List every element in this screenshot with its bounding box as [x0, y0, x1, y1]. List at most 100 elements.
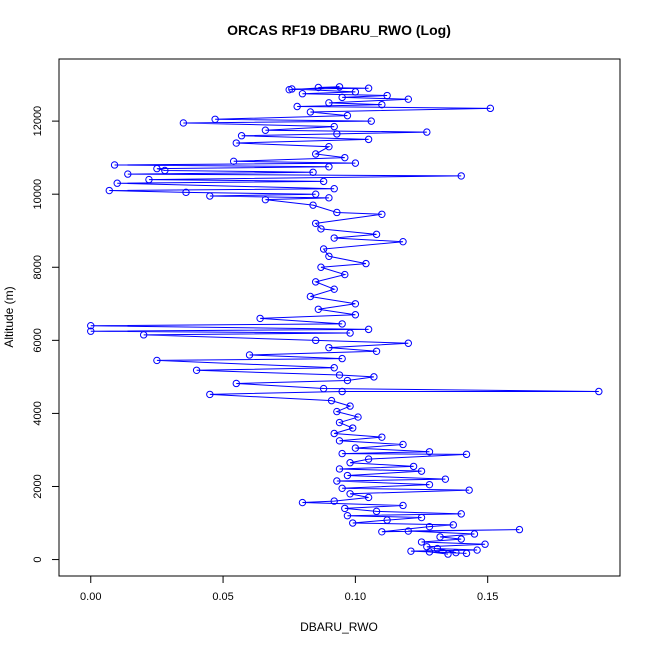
data-point	[349, 519, 357, 527]
x-axis-label: DBARU_RWO	[300, 620, 378, 634]
data-point	[383, 91, 391, 100]
y-axis-label: Altitude (m)	[2, 286, 16, 347]
data-point	[229, 157, 238, 166]
data-point	[378, 210, 386, 218]
data-point	[341, 270, 349, 279]
data-point	[192, 366, 201, 374]
data-point	[383, 516, 391, 524]
data-point	[346, 490, 354, 498]
data-point	[399, 440, 407, 449]
data-point	[317, 263, 325, 271]
data-point	[378, 528, 386, 536]
data-point	[346, 329, 354, 337]
x-tick-label: 0.15	[477, 591, 498, 603]
data-point	[333, 208, 341, 217]
data-point	[298, 498, 307, 507]
data-point	[338, 449, 346, 458]
data-point	[325, 343, 333, 352]
data-point	[179, 119, 188, 127]
data-point	[399, 501, 407, 510]
x-axis: 0.00 0.05 0.10 0.15	[80, 576, 498, 603]
data-point	[335, 465, 344, 473]
data-layer	[87, 83, 603, 558]
data-point	[462, 450, 471, 459]
data-point	[486, 104, 495, 113]
data-point	[417, 467, 426, 475]
data-point	[309, 168, 317, 176]
data-point	[409, 462, 418, 471]
y-tick-label: 12000	[32, 106, 44, 137]
data-point	[351, 88, 360, 96]
data-point	[319, 177, 328, 186]
y-tick-label: 8000	[32, 255, 44, 279]
data-point	[261, 195, 270, 204]
data-point	[330, 285, 338, 293]
data-point	[351, 444, 360, 452]
data-point	[153, 164, 161, 173]
data-point	[449, 521, 457, 529]
data-point	[349, 424, 357, 432]
data-point	[319, 384, 328, 393]
data-point	[145, 175, 153, 184]
data-point	[425, 522, 434, 531]
data-point	[335, 83, 344, 91]
data-point	[338, 320, 346, 328]
data-point	[110, 161, 119, 169]
data-point	[370, 373, 378, 381]
data-point	[325, 142, 333, 151]
data-point	[325, 163, 333, 171]
data-point	[182, 188, 190, 197]
data-point	[444, 550, 452, 558]
data-point	[351, 159, 360, 167]
data-point	[378, 433, 386, 441]
data-point	[417, 538, 426, 546]
data-point	[433, 544, 442, 553]
series-line	[90, 86, 599, 555]
data-point	[293, 102, 301, 111]
data-point	[333, 407, 341, 416]
data-point	[211, 115, 219, 123]
data-point	[333, 477, 341, 485]
data-point	[338, 93, 346, 102]
data-point	[338, 484, 346, 493]
x-tick-label: 0.05	[212, 591, 233, 603]
data-point	[330, 364, 338, 372]
data-point	[335, 437, 344, 445]
data-point	[364, 135, 373, 144]
data-point	[298, 90, 307, 98]
data-point	[378, 100, 386, 109]
data-point	[346, 459, 354, 467]
data-point	[338, 387, 346, 396]
y-tick-label: 2000	[32, 474, 44, 498]
data-point	[105, 186, 113, 195]
data-point	[139, 331, 148, 339]
data-point	[330, 122, 338, 131]
data-point	[367, 117, 375, 125]
data-point	[407, 547, 415, 555]
data-point	[354, 413, 362, 421]
y-tick-label: 6000	[32, 328, 44, 352]
data-point	[311, 190, 320, 198]
data-point	[124, 170, 132, 178]
data-point	[425, 480, 434, 489]
data-point	[372, 507, 381, 516]
y-tick-label: 10000	[32, 179, 44, 210]
data-point	[237, 132, 246, 140]
data-point	[330, 429, 338, 438]
data-point	[113, 179, 121, 187]
data-point	[470, 530, 479, 538]
data-point	[285, 85, 293, 94]
data-point	[338, 354, 346, 363]
data-point	[256, 314, 264, 323]
data-point	[457, 510, 465, 518]
data-point	[314, 83, 323, 92]
data-point	[595, 387, 603, 396]
data-point	[343, 512, 352, 520]
data-point	[311, 150, 320, 158]
data-point	[423, 128, 431, 136]
data-point	[362, 259, 370, 268]
data-point	[261, 126, 270, 134]
data-point	[309, 201, 317, 209]
data-point	[311, 219, 320, 228]
